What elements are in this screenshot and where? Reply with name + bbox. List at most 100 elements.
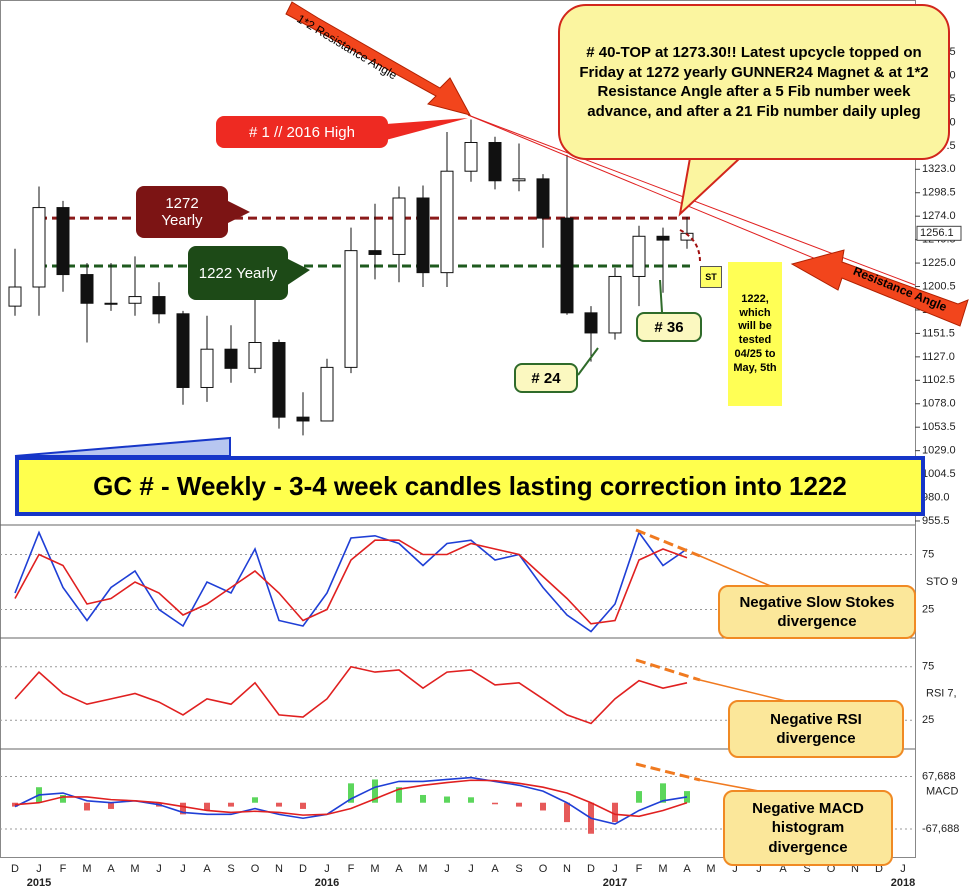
candle-body [416,197,430,274]
annotation-target: 1222, which will be tested 04/25 to May,… [728,262,782,406]
candle-body [632,235,646,277]
x-tick-label: A [491,863,499,875]
candle-body [656,235,670,241]
callout-tail [286,258,310,286]
title-pointer [14,436,231,457]
callout-tail [678,157,743,217]
annotation-st: ST [700,266,722,288]
candle-body [296,416,310,422]
candle-body [320,366,334,422]
histogram-bar [636,791,642,803]
x-tick-label: M [418,863,427,875]
callout-tail [659,279,663,313]
histogram-bar [276,802,282,807]
candle-body [32,207,46,288]
x-tick-label: O [539,863,548,875]
chart-title: GC # - Weekly - 3-4 week candles lasting… [15,456,925,516]
y-tick-label: 1323.0 [922,163,956,175]
y-tick-label: 25 [922,714,934,726]
callout-tail [577,347,599,376]
candle-body [512,178,526,182]
year-label: 2015 [27,877,51,889]
histogram-bar [564,802,570,823]
y-tick-label: 1102.5 [922,374,955,386]
y-tick-label: 1127.0 [922,351,955,363]
candle-body [536,178,550,219]
x-tick-label: D [875,863,883,875]
panel-label: STO 9 [926,576,958,588]
last-price: 1256.1 [920,227,954,239]
y-tick-label: 25 [922,603,934,615]
x-tick-label: F [60,863,67,875]
x-tick-label: J [900,863,906,875]
candle-body [248,342,262,369]
x-tick-label: O [827,863,836,875]
arrow-1x2 [285,1,471,116]
x-tick-label: A [107,863,115,875]
y-tick-label: 75 [922,661,934,673]
annotation-1272: 1272 Yearly [136,186,228,238]
x-tick-label: F [348,863,355,875]
histogram-bar [372,779,378,803]
indicator-line [14,530,688,633]
candle-body [584,312,598,334]
x-tick-label: A [395,863,403,875]
annotation-rsi: Negative RSI divergence [728,700,904,758]
x-tick-label: D [11,863,19,875]
histogram-bar [204,802,210,811]
y-tick-label: 980.0 [922,491,950,503]
candle-body [440,170,454,274]
x-tick-label: N [563,863,571,875]
x-tick-label: J [180,863,186,875]
histogram-bar [396,787,402,803]
y-tick-label: 1225.0 [922,257,956,269]
candle-body [200,348,214,388]
callout-tail [226,200,250,224]
panel-label: RSI 7, [926,687,957,699]
y-tick-label: 67,688 [922,770,956,782]
histogram-bar [300,802,306,809]
x-tick-label: M [706,863,715,875]
y-tick-label: 1029.0 [922,445,956,457]
x-tick-label: M [370,863,379,875]
x-tick-label: J [444,863,450,875]
histogram-bar [540,802,546,811]
candle-body [152,296,166,315]
histogram-bar [492,802,498,805]
y-tick-label: 1004.5 [922,468,956,480]
y-tick-label: 1151.5 [922,327,955,339]
y-tick-label: -67,688 [922,823,959,835]
histogram-bar [60,794,66,803]
x-tick-label: M [130,863,139,875]
x-tick-label: M [82,863,91,875]
candle-body [128,296,142,304]
divergence-line [635,528,701,558]
x-tick-label: D [299,863,307,875]
year-label: 2017 [603,877,627,889]
y-tick-label: 1200.5 [922,280,956,292]
candle-body [488,141,502,182]
candle-body [608,275,622,334]
divergence-line [635,762,701,782]
x-tick-label: A [203,863,211,875]
annotation-high: # 1 // 2016 High [216,116,388,148]
histogram-bar [228,802,234,807]
divergence-line [699,679,791,703]
histogram-bar [84,802,90,811]
x-tick-label: J [732,863,738,875]
x-tick-label: N [275,863,283,875]
x-tick-label: A [779,863,787,875]
histogram-bar [444,796,450,803]
projection-arrow [679,229,701,263]
x-tick-label: S [803,863,810,875]
x-tick-label: J [468,863,474,875]
callout-tail [386,118,468,140]
histogram-bar [660,783,666,803]
x-tick-label: F [636,863,643,875]
x-tick-label: N [851,863,859,875]
histogram-bar [180,802,186,815]
y-tick-label: 955.5 [922,515,950,527]
x-tick-label: J [756,863,762,875]
indicator-line [14,665,688,725]
